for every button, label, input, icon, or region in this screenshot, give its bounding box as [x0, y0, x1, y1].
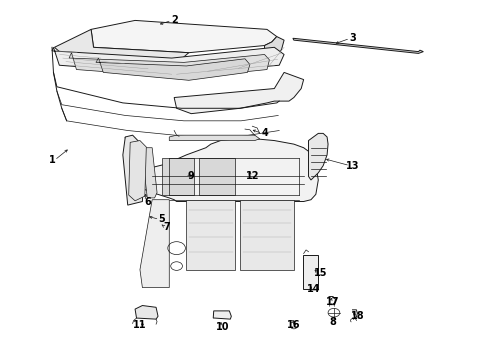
Polygon shape [69, 53, 270, 78]
Text: 5: 5 [159, 215, 165, 224]
Polygon shape [96, 58, 250, 80]
Polygon shape [162, 158, 194, 195]
Polygon shape [186, 200, 235, 270]
Text: 8: 8 [329, 317, 337, 327]
Text: 11: 11 [133, 320, 147, 330]
Polygon shape [91, 21, 277, 53]
Polygon shape [240, 200, 294, 270]
Text: 2: 2 [171, 15, 177, 26]
Polygon shape [129, 140, 147, 201]
Polygon shape [123, 135, 145, 205]
Polygon shape [265, 37, 284, 58]
Text: 16: 16 [287, 320, 300, 330]
Polygon shape [125, 137, 318, 202]
Text: 1: 1 [49, 155, 55, 165]
Text: 14: 14 [307, 284, 320, 294]
Text: 9: 9 [188, 171, 195, 181]
Text: 4: 4 [261, 129, 268, 138]
Text: 15: 15 [314, 268, 327, 278]
Polygon shape [303, 255, 318, 289]
Polygon shape [143, 148, 157, 198]
Text: 12: 12 [245, 171, 259, 181]
Text: 18: 18 [350, 311, 364, 321]
Polygon shape [213, 311, 231, 319]
Polygon shape [135, 306, 158, 319]
Text: 10: 10 [216, 322, 230, 332]
Text: 17: 17 [326, 297, 340, 307]
Polygon shape [140, 200, 169, 288]
Polygon shape [198, 158, 235, 195]
Polygon shape [52, 47, 284, 74]
Polygon shape [169, 135, 260, 140]
Polygon shape [309, 134, 328, 180]
Text: 3: 3 [349, 33, 356, 43]
Polygon shape [293, 39, 423, 53]
Text: 7: 7 [164, 222, 170, 231]
Text: 6: 6 [144, 197, 150, 207]
Polygon shape [54, 30, 189, 65]
Text: 13: 13 [346, 161, 359, 171]
Polygon shape [174, 72, 304, 114]
